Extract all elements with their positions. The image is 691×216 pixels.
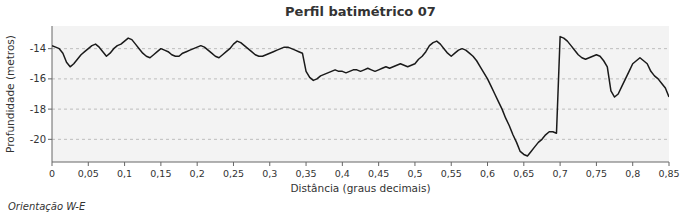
grid-line — [52, 78, 669, 79]
x-tick-label: 0,35 — [295, 168, 316, 179]
grid-line — [52, 109, 669, 110]
x-tick-label: 0,6 — [480, 168, 495, 179]
x-tick — [124, 162, 125, 166]
y-tick — [48, 109, 52, 110]
x-tick — [233, 162, 234, 166]
x-tick-label: 0,2 — [190, 168, 205, 179]
x-tick — [269, 162, 270, 166]
x-tick-label: 0,5 — [407, 168, 422, 179]
x-tick — [523, 162, 524, 166]
x-tick-label: 0,85 — [658, 168, 679, 179]
x-tick-label: 0,05 — [78, 168, 99, 179]
x-tick — [88, 162, 89, 166]
y-tick-label: -16 — [30, 73, 46, 84]
footnote: Orientação W-E — [8, 201, 86, 212]
grid-line — [52, 139, 669, 140]
x-axis-label: Distância (graus decimais) — [290, 182, 430, 194]
y-axis-label: Profundidade (metros) — [4, 35, 16, 153]
x-tick — [451, 162, 452, 166]
x-tick — [197, 162, 198, 166]
x-tick-label: 0,55 — [441, 168, 462, 179]
x-tick-label: 0,7 — [553, 168, 568, 179]
x-tick — [378, 162, 379, 166]
x-tick — [560, 162, 561, 166]
x-tick — [596, 162, 597, 166]
x-tick — [632, 162, 633, 166]
y-tick — [48, 78, 52, 79]
x-tick — [306, 162, 307, 166]
x-tick — [414, 162, 415, 166]
x-tick — [669, 162, 670, 166]
x-tick-label: 0,3 — [262, 168, 277, 179]
profile-line — [52, 37, 669, 156]
x-tick — [342, 162, 343, 166]
series-group — [52, 37, 669, 156]
y-tick — [48, 139, 52, 140]
x-axis — [52, 162, 669, 163]
x-tick — [52, 162, 53, 166]
x-tick-label: 0,8 — [625, 168, 640, 179]
x-tick-label: 0,75 — [586, 168, 607, 179]
y-tick-label: -14 — [30, 43, 46, 54]
x-tick — [160, 162, 161, 166]
x-tick-label: 0,4 — [335, 168, 350, 179]
y-tick-label: -18 — [30, 104, 46, 115]
x-tick — [487, 162, 488, 166]
x-tick-label: 0 — [49, 168, 55, 179]
x-tick-label: 0,1 — [117, 168, 132, 179]
title: Perfil batimétrico 07 — [285, 4, 436, 19]
chart: -14 -16 -18 -20 0 0,05 0,1 0,15 0,2 0,25 0,3 0,35 0,… — [0, 0, 691, 216]
y-tick-label: -20 — [30, 134, 46, 145]
x-tick-label: 0,25 — [223, 168, 244, 179]
plot-area — [52, 26, 669, 162]
x-tick-label: 0,15 — [150, 168, 171, 179]
x-tick-label: 0,65 — [513, 168, 534, 179]
grid-line — [52, 48, 669, 49]
x-tick-label: 0,45 — [368, 168, 389, 179]
y-tick — [48, 48, 52, 49]
